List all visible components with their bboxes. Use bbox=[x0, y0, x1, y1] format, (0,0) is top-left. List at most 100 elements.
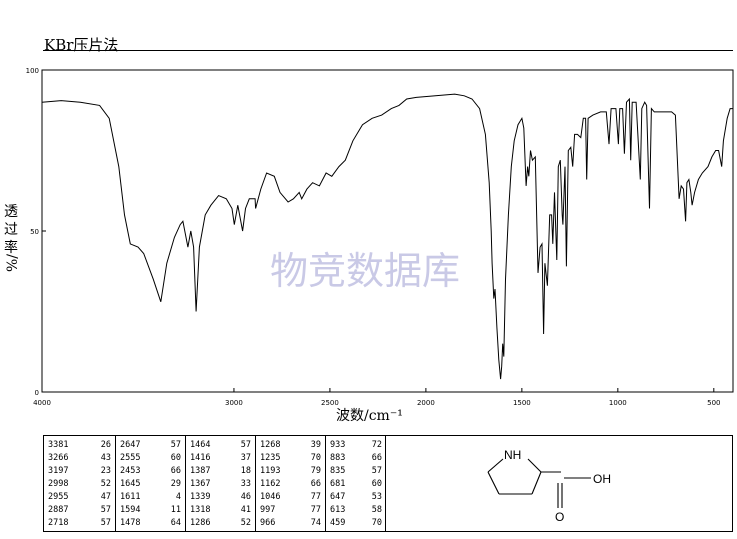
peak-transmittance: 57 bbox=[100, 518, 111, 528]
peak-transmittance: 66 bbox=[371, 453, 382, 463]
peak-transmittance: 79 bbox=[310, 466, 321, 476]
oh-label: OH bbox=[593, 472, 611, 486]
peak-transmittance: 66 bbox=[170, 466, 181, 476]
peak-row: 1339 46 bbox=[186, 491, 255, 504]
peak-row: 835 57 bbox=[326, 465, 386, 478]
peak-transmittance: 77 bbox=[310, 505, 321, 515]
peak-row: 647 53 bbox=[326, 491, 386, 504]
peak-transmittance: 41 bbox=[240, 505, 251, 515]
peak-row: 2998 52 bbox=[44, 478, 115, 491]
peak-wavenumber: 1645 bbox=[120, 479, 141, 489]
peak-transmittance: 57 bbox=[170, 440, 181, 450]
peak-wavenumber: 1478 bbox=[120, 518, 141, 528]
bond-c4-c5 bbox=[487, 471, 500, 495]
peak-wavenumber: 1268 bbox=[260, 440, 281, 450]
proline-structure: NH OH O bbox=[487, 448, 611, 524]
peak-row: 883 66 bbox=[326, 452, 386, 465]
nh-label: NH bbox=[504, 448, 521, 462]
peak-wavenumber: 835 bbox=[330, 466, 346, 476]
peak-row: 1594 11 bbox=[116, 504, 185, 517]
peak-wavenumber: 681 bbox=[330, 479, 346, 489]
peak-wavenumber: 1162 bbox=[260, 479, 281, 489]
peak-row: 3197 23 bbox=[44, 465, 115, 478]
bond-c5-n bbox=[487, 458, 504, 473]
peak-wavenumber: 966 bbox=[260, 518, 276, 528]
y-axis-title: 透 过 率 %/ bbox=[4, 204, 21, 272]
peak-wavenumber: 2555 bbox=[120, 453, 141, 463]
peak-transmittance: 29 bbox=[170, 479, 181, 489]
x-tick-label: 500 bbox=[707, 399, 720, 407]
peak-transmittance: 18 bbox=[240, 466, 251, 476]
peak-row: 1162 66 bbox=[256, 478, 325, 491]
peak-wavenumber: 2718 bbox=[48, 518, 69, 528]
x-tick-label: 2500 bbox=[321, 399, 339, 407]
peak-wavenumber: 2887 bbox=[48, 505, 69, 515]
x-axis-title: 波数/cm⁻¹ bbox=[336, 408, 403, 424]
peak-column: 1268 39 1235 70 1193 79 1162 66 1046 77 997 77 966 74 bbox=[256, 436, 326, 531]
peak-row: 3266 43 bbox=[44, 452, 115, 465]
peak-transmittance: 33 bbox=[240, 479, 251, 489]
peak-transmittance: 64 bbox=[170, 518, 181, 528]
x-tick-label: 3000 bbox=[225, 399, 243, 407]
peak-wavenumber: 1286 bbox=[190, 518, 211, 528]
y-axis-unit: %/ bbox=[5, 254, 21, 272]
peak-wavenumber: 1594 bbox=[120, 505, 141, 515]
peak-wavenumber: 3381 bbox=[48, 440, 69, 450]
peak-wavenumber: 1318 bbox=[190, 505, 211, 515]
peak-wavenumber: 3266 bbox=[48, 453, 69, 463]
peak-wavenumber: 459 bbox=[330, 518, 346, 528]
peak-row: 1367 33 bbox=[186, 478, 255, 491]
peak-transmittance: 23 bbox=[100, 466, 111, 476]
peak-row: 1416 37 bbox=[186, 452, 255, 465]
peak-transmittance: 60 bbox=[371, 479, 382, 489]
bond-n-c2 bbox=[527, 458, 542, 473]
peak-wavenumber: 1193 bbox=[260, 466, 281, 476]
peak-table: 3381 26 3266 43 3197 23 2998 52 2955 47 2887 57 2718… bbox=[43, 435, 386, 532]
peak-row: 1478 64 bbox=[116, 517, 185, 530]
peak-row: 1193 79 bbox=[256, 465, 325, 478]
peak-column: 2647 57 2555 60 2453 66 1645 29 1611 4 1594 11 1478 6… bbox=[116, 436, 186, 531]
peak-row: 933 72 bbox=[326, 439, 386, 452]
peak-wavenumber: 933 bbox=[330, 440, 346, 450]
peak-row: 459 70 bbox=[326, 517, 386, 530]
peak-wavenumber: 883 bbox=[330, 453, 346, 463]
peak-transmittance: 4 bbox=[175, 492, 181, 502]
y-tick-label: 0 bbox=[35, 389, 39, 397]
peak-transmittance: 37 bbox=[240, 453, 251, 463]
bond-c2-c3 bbox=[531, 471, 542, 495]
peak-transmittance: 46 bbox=[240, 492, 251, 502]
peak-row: 1464 57 bbox=[186, 439, 255, 452]
peak-transmittance: 66 bbox=[310, 479, 321, 489]
peak-row: 2718 57 bbox=[44, 517, 115, 530]
peak-transmittance: 53 bbox=[371, 492, 382, 502]
peak-row: 2887 57 bbox=[44, 504, 115, 517]
peak-row: 1318 41 bbox=[186, 504, 255, 517]
peak-row: 1387 18 bbox=[186, 465, 255, 478]
watermark: 物竞数据库 bbox=[270, 249, 460, 293]
title-divider bbox=[43, 50, 733, 51]
peak-transmittance: 11 bbox=[170, 505, 181, 515]
spectrum-line bbox=[41, 93, 733, 380]
peak-wavenumber: 2647 bbox=[120, 440, 141, 450]
peak-transmittance: 58 bbox=[371, 505, 382, 515]
peak-transmittance: 39 bbox=[310, 440, 321, 450]
peak-transmittance: 74 bbox=[310, 518, 321, 528]
peak-wavenumber: 647 bbox=[330, 492, 346, 502]
x-tick-label: 1500 bbox=[513, 399, 531, 407]
peak-row: 613 58 bbox=[326, 504, 386, 517]
peak-wavenumber: 1046 bbox=[260, 492, 281, 502]
peak-transmittance: 57 bbox=[240, 440, 251, 450]
peak-row: 1235 70 bbox=[256, 452, 325, 465]
peak-wavenumber: 1235 bbox=[260, 453, 281, 463]
peak-wavenumber: 2955 bbox=[48, 492, 69, 502]
y-tick-label: 100 bbox=[26, 67, 39, 75]
peak-row: 2555 60 bbox=[116, 452, 185, 465]
peak-wavenumber: 1367 bbox=[190, 479, 211, 489]
peak-row: 2647 57 bbox=[116, 439, 185, 452]
peak-wavenumber: 2453 bbox=[120, 466, 141, 476]
peak-row: 681 60 bbox=[326, 478, 386, 491]
o-label: O bbox=[555, 510, 564, 524]
peak-row: 1268 39 bbox=[256, 439, 325, 452]
peak-wavenumber: 1416 bbox=[190, 453, 211, 463]
peak-row: 966 74 bbox=[256, 517, 325, 530]
